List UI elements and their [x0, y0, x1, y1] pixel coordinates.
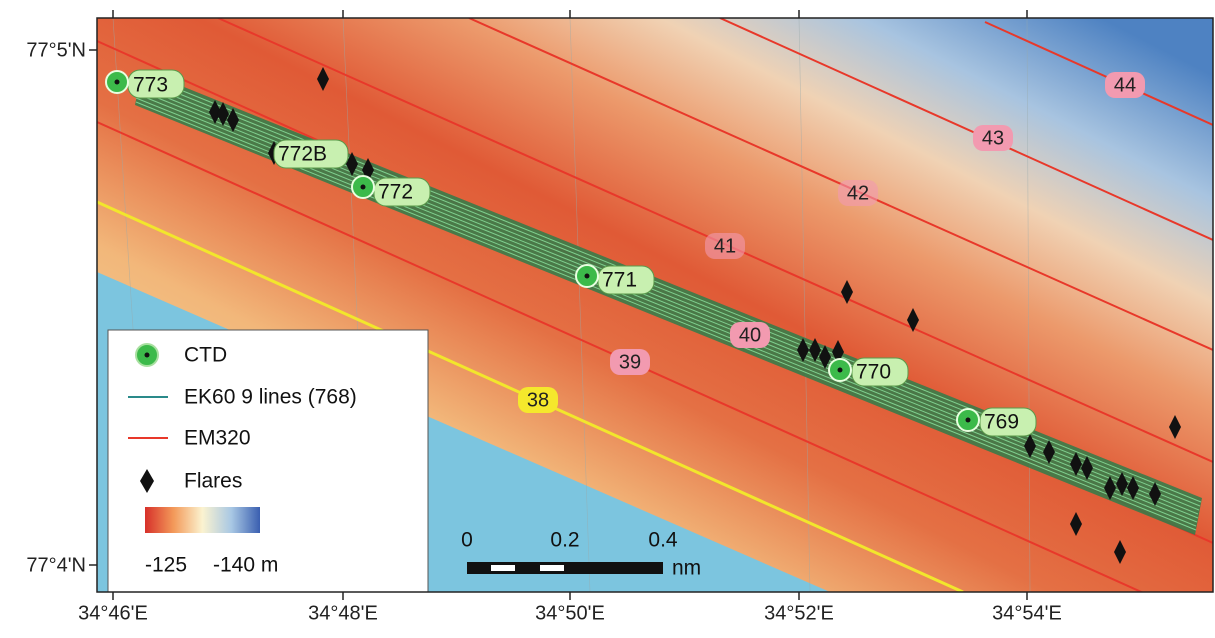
lat-label: 77°4'N — [26, 554, 86, 576]
scale-label: 0 — [461, 529, 473, 552]
map-figure: 38 39 40 41 42 43 44 — [0, 0, 1215, 633]
station-label: 773 — [133, 74, 168, 97]
legend-label: CTD — [184, 344, 227, 367]
line-label: 44 — [1114, 74, 1136, 96]
colorbar-label: -125 — [145, 554, 187, 577]
legend-label: EM320 — [184, 427, 251, 450]
station-label: 771 — [602, 269, 637, 292]
map-area: 38 39 40 41 42 43 44 — [97, 18, 1213, 604]
scale-label: 0.4 — [648, 529, 678, 552]
station-label: 772 — [378, 181, 413, 204]
legend: CTD EK60 9 lines (768) EM320 Flares -125… — [108, 330, 428, 592]
lon-label: 34°46'E — [78, 602, 148, 624]
lon-label: 34°48'E — [308, 602, 378, 624]
line-label: 43 — [982, 127, 1004, 149]
lon-label: 34°54'E — [992, 602, 1062, 624]
colorbar-label: -140 m — [213, 554, 278, 577]
lon-label: 34°52'E — [764, 602, 834, 624]
scale-label: 0.2 — [550, 529, 579, 552]
lat-label: 77°5'N — [26, 39, 86, 61]
legend-label: Flares — [184, 470, 242, 493]
line-label: 41 — [714, 235, 736, 257]
station-label: 769 — [984, 411, 1019, 434]
line-label: 40 — [739, 324, 761, 346]
legend-label: EK60 9 lines (768) — [184, 386, 357, 409]
line-label: 39 — [619, 351, 641, 373]
station-label: 770 — [856, 361, 891, 384]
scale-unit: nm — [672, 557, 701, 580]
line-label: 38 — [527, 389, 549, 411]
lon-label: 34°50'E — [535, 602, 605, 624]
line-label: 42 — [847, 182, 869, 204]
station-label: 772B — [278, 143, 327, 166]
